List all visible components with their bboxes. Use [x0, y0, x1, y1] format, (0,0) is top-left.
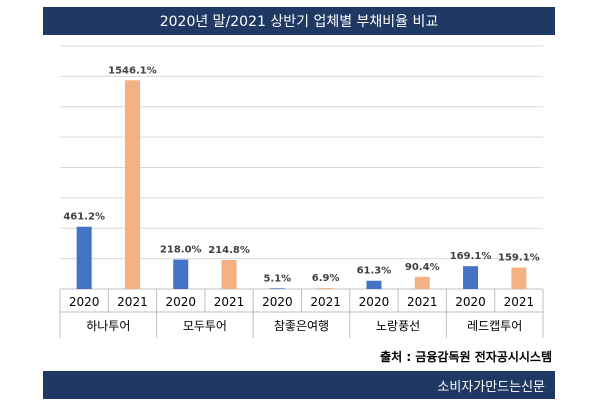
series-tick-label: 2020 [262, 295, 293, 309]
series-tick-label: 2020 [455, 295, 486, 309]
data-label: 90.4% [405, 262, 440, 273]
bar-2020-2 [269, 288, 285, 289]
bar-2020-3 [366, 280, 382, 289]
bar-2021-1 [221, 260, 237, 289]
source-note: 출처 : 금융감독원 전자공시시스템 [380, 350, 552, 364]
data-label: 1546.1% [108, 65, 157, 76]
category-label: 모두투어 [183, 319, 227, 333]
series-tick-label: 2021 [310, 295, 341, 309]
data-label: 6.9% [312, 273, 340, 284]
bar-2020-1 [173, 259, 189, 289]
category-label: 참좋은여행 [274, 318, 329, 333]
data-label: 61.3% [357, 266, 392, 277]
series-tick-label: 2020 [69, 295, 100, 309]
category-label: 레드캡투어 [467, 319, 522, 333]
bar-2020-4 [463, 266, 479, 289]
data-label: 218.0% [160, 245, 202, 256]
data-label: 159.1% [498, 253, 540, 264]
publisher-banner: 소비자가만드는신문 [43, 371, 555, 399]
bar-2020-0 [76, 226, 92, 289]
series-tick-label: 2021 [407, 295, 438, 309]
series-tick-label: 2021 [117, 295, 148, 309]
bar-2021-3 [414, 276, 430, 289]
series-tick-label: 2021 [504, 295, 535, 309]
category-label: 노랑풍선 [376, 319, 420, 333]
data-label: 169.1% [450, 251, 492, 262]
data-label: 5.1% [263, 273, 291, 284]
category-label: 하나투어 [86, 319, 130, 333]
bar-2021-4 [511, 267, 527, 289]
chart-title: 2020년 말/2021 상반기 업체별 부채비율 비교 [43, 7, 555, 35]
publisher-name: 소비자가만드는신문 [437, 379, 545, 395]
data-label: 214.8% [208, 245, 250, 256]
bar-2021-0 [124, 80, 140, 290]
series-tick-label: 2020 [359, 295, 390, 309]
data-label: 461.2% [63, 212, 105, 223]
bar-2021-2 [318, 288, 334, 289]
series-tick-label: 2021 [214, 295, 245, 309]
series-tick-label: 2020 [165, 295, 196, 309]
